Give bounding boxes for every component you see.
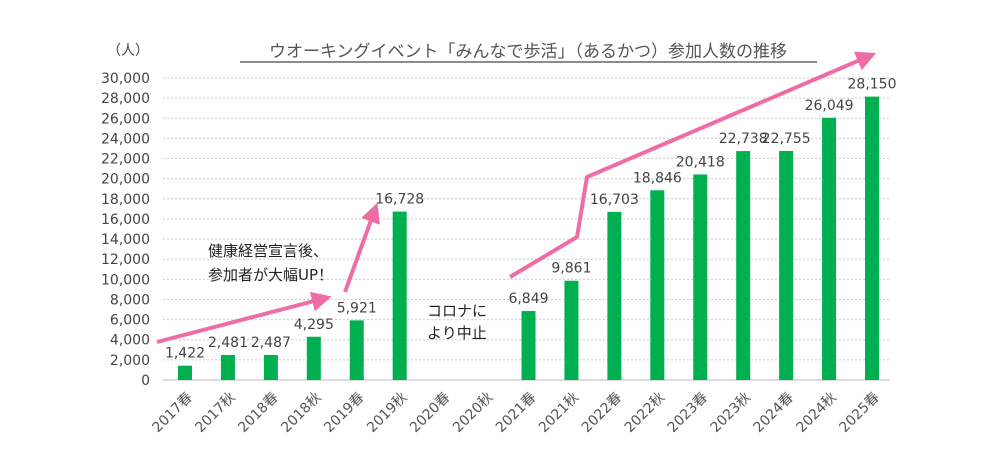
x-tick-label: 2019秋 bbox=[364, 390, 410, 436]
y-tick-label: 12,000 bbox=[101, 252, 150, 268]
data-label: 20,418 bbox=[676, 154, 725, 170]
trend-arrows bbox=[156, 51, 877, 344]
bar bbox=[650, 190, 665, 380]
annotation-corona-cancel: コロナに より中止 bbox=[427, 302, 487, 342]
annotation-line: コロナに bbox=[427, 302, 487, 320]
x-tick-label: 2020秋 bbox=[450, 390, 496, 436]
y-tick-label: 0 bbox=[141, 373, 150, 389]
y-tick-label: 10,000 bbox=[101, 272, 150, 288]
y-tick-label: 28,000 bbox=[101, 91, 150, 107]
annotation-health-management: 健康経営宣言後、 参加者が大幅UP！ bbox=[208, 242, 333, 284]
trend-arrow-1 bbox=[156, 291, 332, 344]
data-label: 1,422 bbox=[165, 346, 205, 362]
bar bbox=[607, 211, 622, 380]
x-tick-label: 2017春 bbox=[149, 390, 195, 436]
data-label: 28,150 bbox=[848, 77, 897, 93]
y-tick-label: 2,000 bbox=[110, 353, 150, 369]
data-label: 2,481 bbox=[208, 335, 248, 351]
bar bbox=[521, 311, 536, 380]
chart-title: ウオーキングイベント「みんなで歩活」（あるかつ）参加人数の推移 bbox=[269, 42, 787, 62]
y-tick-label: 4,000 bbox=[110, 333, 150, 349]
data-label: 5,921 bbox=[337, 300, 377, 316]
x-tick-label: 2018春 bbox=[235, 390, 281, 436]
x-tick-label: 2020春 bbox=[407, 390, 453, 436]
x-tick-label: 2017秋 bbox=[192, 390, 238, 436]
x-tick-label: 2022春 bbox=[579, 390, 625, 436]
data-label: 22,755 bbox=[762, 131, 811, 147]
y-tick-label: 18,000 bbox=[101, 192, 150, 208]
x-tick-label: 2023秋 bbox=[708, 390, 754, 436]
data-label: 2,487 bbox=[251, 335, 291, 351]
x-tick-label: 2021春 bbox=[493, 390, 539, 436]
y-tick-label: 8,000 bbox=[110, 292, 150, 308]
y-tick-label: 14,000 bbox=[101, 232, 150, 248]
data-label: 22,738 bbox=[719, 131, 768, 147]
y-axis-unit: （人） bbox=[107, 43, 149, 59]
data-label: 18,846 bbox=[633, 170, 682, 186]
x-tick-label: 2018秋 bbox=[278, 390, 324, 436]
bar bbox=[263, 354, 278, 380]
bar bbox=[779, 150, 794, 380]
annotation-line: より中止 bbox=[427, 324, 487, 342]
bar bbox=[178, 365, 192, 380]
x-tick-label: 2023春 bbox=[665, 390, 711, 436]
bar bbox=[822, 117, 837, 380]
trend-arrow-2 bbox=[343, 202, 380, 293]
x-tick-label: 2024春 bbox=[751, 390, 797, 436]
y-tick-label: 26,000 bbox=[101, 111, 150, 127]
bar bbox=[349, 320, 364, 380]
x-tick-label: 2019春 bbox=[321, 390, 367, 436]
data-label: 9,861 bbox=[551, 261, 591, 277]
x-tick-label: 2024秋 bbox=[793, 390, 839, 436]
bar bbox=[693, 174, 708, 380]
x-tick-label: 2025春 bbox=[836, 390, 882, 436]
data-label: 6,849 bbox=[508, 291, 548, 307]
bar bbox=[392, 211, 407, 380]
annotation-line: 参加者が大幅UP！ bbox=[208, 266, 333, 284]
y-tick-label: 30,000 bbox=[101, 71, 150, 87]
x-tick-label: 2021秋 bbox=[536, 390, 582, 436]
bar bbox=[564, 280, 579, 380]
bar bbox=[220, 355, 235, 380]
y-tick-label: 16,000 bbox=[101, 212, 150, 228]
x-tick-label: 2022秋 bbox=[622, 390, 668, 436]
annotation-line: 健康経営宣言後、 bbox=[208, 242, 328, 260]
data-label: 26,049 bbox=[805, 98, 854, 114]
data-label: 4,295 bbox=[294, 317, 334, 333]
bar bbox=[865, 96, 879, 380]
bar bbox=[736, 151, 751, 380]
bar bbox=[306, 336, 321, 380]
y-tick-label: 24,000 bbox=[101, 131, 150, 147]
y-tick-label: 6,000 bbox=[110, 313, 150, 329]
y-tick-label: 22,000 bbox=[101, 152, 150, 168]
y-tick-label: 20,000 bbox=[101, 172, 150, 188]
data-label: 16,728 bbox=[375, 192, 424, 208]
data-label: 16,703 bbox=[590, 192, 639, 208]
trend-arrow-3 bbox=[508, 51, 877, 279]
